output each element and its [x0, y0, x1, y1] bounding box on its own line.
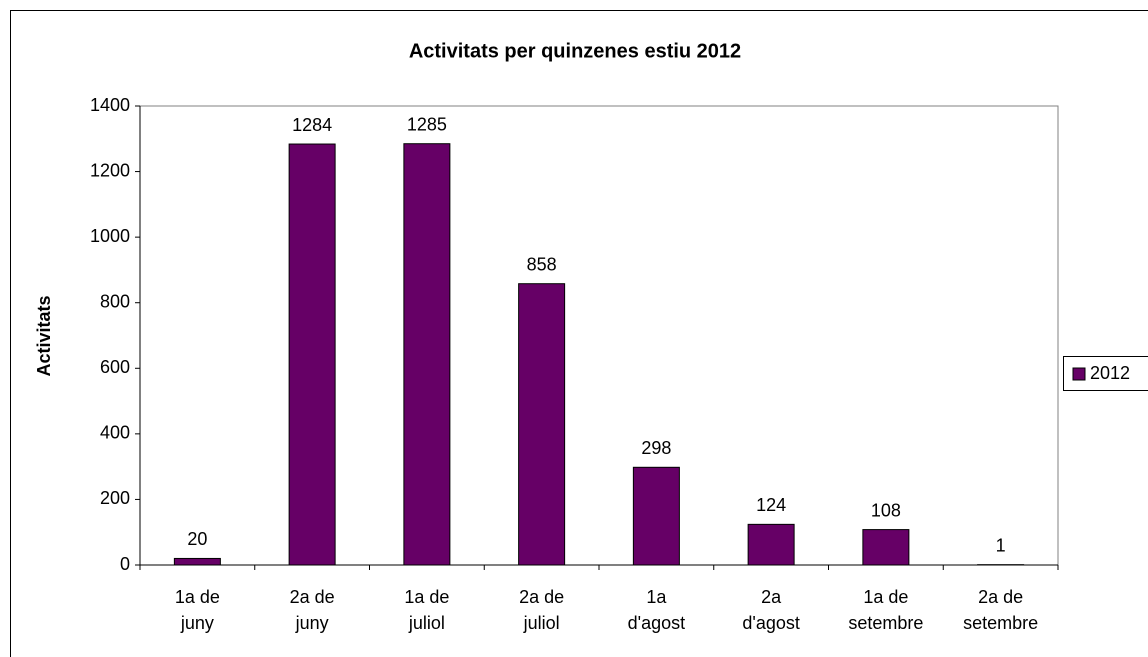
data-label: 298 [641, 438, 671, 458]
x-tick-label: 2a de juliol [519, 587, 564, 633]
y-tick-label: 800 [100, 291, 130, 311]
y-tick-label: 200 [100, 488, 130, 508]
bar [403, 143, 451, 566]
data-label: 1285 [407, 114, 447, 134]
data-label: 124 [756, 495, 786, 515]
legend-label: 2012 [1090, 363, 1130, 383]
bar [632, 466, 680, 566]
data-label: 1284 [292, 115, 332, 135]
legend-swatch [1072, 367, 1086, 381]
y-tick-label: 600 [100, 357, 130, 377]
y-tick-label: 1200 [90, 160, 130, 180]
bar [518, 283, 566, 566]
y-tick-label: 1400 [90, 95, 130, 115]
bar [173, 557, 221, 566]
data-label: 108 [871, 500, 901, 520]
y-axis-title: Activitats [34, 295, 54, 376]
x-tick-label: 1a de juliol [404, 587, 449, 633]
x-tick-label: 2a d'agost [742, 587, 799, 633]
bar [862, 529, 910, 566]
x-tick-label: 2a de setembre [963, 587, 1038, 633]
bar [747, 523, 795, 566]
data-label: 858 [527, 254, 557, 274]
x-tick-label: 1a d'agost [628, 587, 685, 633]
chart-title: Activitats per quinzenes estiu 2012 [409, 40, 741, 62]
bar [288, 143, 336, 566]
x-tick-label: 2a de juny [290, 587, 335, 633]
x-tick-label: 1a de juny [175, 587, 220, 633]
chart-frame [10, 10, 1148, 657]
y-tick-label: 0 [120, 554, 130, 574]
data-label: 20 [187, 529, 207, 549]
data-label: 1 [996, 535, 1006, 555]
y-tick-label: 400 [100, 423, 130, 443]
y-tick-label: 1000 [90, 226, 130, 246]
x-tick-label: 1a de setembre [848, 587, 923, 633]
